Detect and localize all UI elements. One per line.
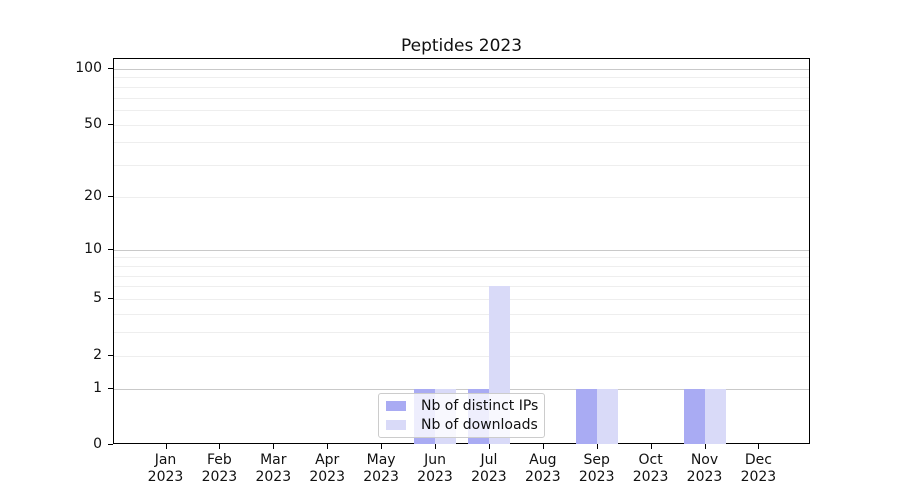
x-tick-month-feb: Feb xyxy=(206,452,232,468)
x-tick-year-jun: 2023 xyxy=(417,469,453,485)
y-tick-label-10: 10 xyxy=(84,240,102,257)
x-tick-year-dec: 2023 xyxy=(740,469,777,485)
x-tick-year-apr: 2023 xyxy=(309,469,345,485)
y-tick-label-100: 100 xyxy=(75,59,102,76)
x-tick-mark-jul xyxy=(488,444,490,449)
gridline-major-100 xyxy=(114,68,809,70)
y-tick-label-5: 5 xyxy=(93,290,102,306)
y-tick-mark-2 xyxy=(108,354,113,356)
legend: Nb of distinct IPs Nb of downloads xyxy=(378,393,545,438)
x-tick-mark-dec xyxy=(758,444,760,449)
gridline-minor-5 xyxy=(114,299,809,300)
bar-downloads-nov xyxy=(704,388,726,444)
x-tick-mark-apr xyxy=(327,444,329,449)
x-tick-label-jul: Jul 2023 xyxy=(457,452,521,486)
y-tick-label-1: 1 xyxy=(93,379,102,396)
x-tick-mark-sep xyxy=(596,444,598,449)
x-tick-label-jan: Jan 2023 xyxy=(134,452,198,486)
x-tick-month-jun: Jun xyxy=(424,452,446,468)
gridline-minor-6 xyxy=(114,286,809,288)
x-tick-month-nov: Nov xyxy=(690,452,719,468)
gridline-minor-30 xyxy=(114,165,809,167)
plot-area xyxy=(113,58,810,444)
y-tick-label-0: 0 xyxy=(93,436,102,452)
x-tick-month-aug: Aug xyxy=(529,452,557,468)
x-tick-label-aug: Aug 2023 xyxy=(511,452,575,486)
gridline-minor-2 xyxy=(114,355,809,357)
chart-title: Peptides 2023 xyxy=(400,36,523,56)
x-tick-month-may: May xyxy=(366,452,396,468)
gridline-minor-4 xyxy=(114,313,809,315)
x-tick-year-may: 2023 xyxy=(363,469,399,485)
x-tick-mark-mar xyxy=(273,444,275,449)
x-tick-month-jan: Jan xyxy=(154,452,177,468)
x-tick-label-dec: Dec 2023 xyxy=(726,452,790,486)
x-tick-month-dec: Dec xyxy=(744,452,772,468)
x-tick-month-oct: Oct xyxy=(638,452,663,468)
legend-swatch-distinct-ips xyxy=(386,401,406,412)
legend-label-downloads: Nb of downloads xyxy=(421,416,538,433)
x-tick-mark-may xyxy=(381,444,383,449)
y-tick-label-20: 20 xyxy=(84,187,102,204)
bar-downloads-sep xyxy=(596,388,618,444)
x-tick-year-sep: 2023 xyxy=(578,469,615,485)
x-tick-month-jul: Jul xyxy=(480,452,498,468)
x-tick-year-aug: 2023 xyxy=(524,469,561,485)
legend-item-distinct-ips: Nb of distinct IPs xyxy=(386,398,539,415)
y-tick-label-50: 50 xyxy=(84,115,102,132)
y-tick-mark-20 xyxy=(108,195,113,197)
bar-distinct-ips-sep xyxy=(575,388,597,444)
x-tick-month-mar: Mar xyxy=(260,452,287,468)
gridline-major-1 xyxy=(114,388,809,390)
x-tick-label-nov: Nov 2023 xyxy=(673,452,737,486)
x-tick-label-jun: Jun 2023 xyxy=(403,452,467,486)
y-tick-mark-0 xyxy=(108,444,113,445)
x-tick-mark-aug xyxy=(542,444,544,449)
x-tick-label-may: May 2023 xyxy=(349,452,413,486)
x-tick-mark-jan xyxy=(165,444,167,449)
y-tick-mark-1 xyxy=(108,387,113,389)
y-tick-mark-5 xyxy=(108,298,113,299)
x-tick-label-oct: Oct 2023 xyxy=(619,452,683,486)
x-tick-year-oct: 2023 xyxy=(632,469,669,485)
x-tick-month-sep: Sep xyxy=(583,452,610,468)
y-tick-label-2: 2 xyxy=(93,346,102,363)
gridline-minor-8 xyxy=(114,265,809,267)
x-tick-year-feb: 2023 xyxy=(201,469,238,485)
gridline-minor-3 xyxy=(114,332,809,333)
y-tick-mark-100 xyxy=(108,67,113,69)
bar-distinct-ips-nov xyxy=(683,388,705,444)
legend-item-downloads: Nb of downloads xyxy=(386,416,538,433)
gridline-minor-80 xyxy=(114,86,809,88)
x-tick-mark-oct xyxy=(650,444,652,449)
x-tick-mark-feb xyxy=(219,444,221,449)
legend-label-distinct-ips: Nb of distinct IPs xyxy=(421,398,539,415)
gridline-minor-7 xyxy=(114,275,809,277)
gridline-minor-70 xyxy=(114,97,809,99)
gridline-minor-50 xyxy=(114,124,809,126)
x-tick-month-apr: Apr xyxy=(315,452,340,468)
gridline-minor-40 xyxy=(114,142,809,144)
legend-swatch-downloads xyxy=(386,419,406,430)
x-tick-label-mar: Mar 2023 xyxy=(241,452,305,486)
gridline-minor-60 xyxy=(114,110,809,111)
x-tick-mark-jun xyxy=(435,444,436,449)
x-tick-label-apr: Apr 2023 xyxy=(295,452,359,486)
x-tick-year-nov: 2023 xyxy=(686,469,723,485)
gridline-minor-90 xyxy=(114,77,809,79)
x-tick-label-sep: Sep 2023 xyxy=(565,452,629,486)
x-tick-year-mar: 2023 xyxy=(255,469,292,485)
y-tick-mark-10 xyxy=(108,248,113,250)
gridline-major-10 xyxy=(114,249,809,251)
x-tick-year-jul: 2023 xyxy=(471,469,507,485)
gridline-minor-9 xyxy=(114,257,809,259)
y-tick-mark-50 xyxy=(108,123,113,125)
gridline-minor-20 xyxy=(114,196,809,198)
x-tick-label-feb: Feb 2023 xyxy=(187,452,251,486)
x-tick-mark-nov xyxy=(704,444,706,449)
x-tick-year-jan: 2023 xyxy=(147,469,184,485)
